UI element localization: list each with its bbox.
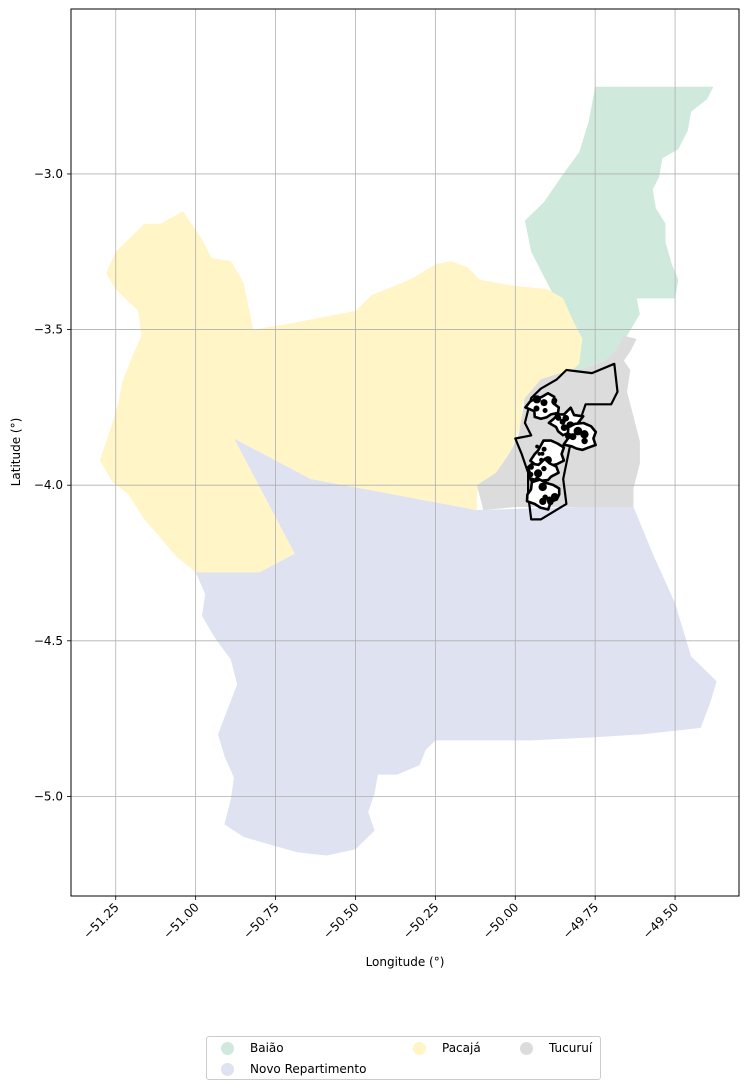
legend-item-baiao: Baião (221, 1041, 284, 1055)
patch-fragment (529, 465, 534, 470)
x-tick-label: −49.50 (640, 900, 681, 941)
legend-swatch-baiao (221, 1042, 234, 1055)
x-axis-label: Longitude (°) (366, 955, 445, 969)
legend: Baião Novo Repartimento Pacajá Tucuruí (206, 1036, 601, 1080)
patch-fragment (581, 438, 587, 444)
legend-label-baiao: Baião (250, 1041, 284, 1055)
x-tick-label: −50.75 (240, 900, 281, 941)
patch-fragment (528, 472, 534, 478)
patch-fragment (535, 445, 539, 449)
legend-item-novo-repartimento: Novo Repartimento (221, 1062, 366, 1076)
patch-fragment (543, 408, 548, 413)
legend-label-pacaja: Pacajá (442, 1041, 481, 1055)
y-tick-label: −3.0 (34, 167, 63, 181)
patch-fragment (555, 412, 561, 418)
x-tick-label: −51.00 (161, 900, 202, 941)
y-axis-label: Latitude (°) (9, 418, 23, 487)
patch-fragment (565, 433, 572, 440)
legend-item-tucurui: Tucuruí (520, 1041, 592, 1055)
patch-fragment (540, 452, 544, 456)
patch-fragment (574, 427, 583, 436)
region-layer (100, 87, 717, 856)
x-tick-label: −51.25 (81, 900, 122, 941)
legend-swatch-tucurui (520, 1042, 533, 1055)
legend-label-tucurui: Tucuruí (549, 1041, 592, 1055)
patch-fragment (534, 406, 540, 412)
patch-fragment (533, 395, 541, 403)
patch-fragment (539, 483, 547, 491)
patch-fragment (546, 497, 552, 503)
patch-fragment (560, 419, 566, 425)
y-tick-label: −4.0 (34, 478, 63, 492)
x-tick-label: −50.00 (480, 900, 521, 941)
patch-fragment (534, 469, 542, 477)
y-tick-label: −3.5 (34, 323, 63, 337)
y-tick-label: −5.0 (34, 789, 63, 803)
patch-fragment (541, 466, 546, 471)
x-tick-label: −50.50 (320, 900, 361, 941)
legend-label-novo-repartimento: Novo Repartimento (250, 1062, 366, 1076)
legend-swatch-novo-repartimento (221, 1063, 234, 1076)
x-tick-label: −50.25 (400, 900, 441, 941)
legend-item-pacaja: Pacajá (413, 1041, 481, 1055)
y-tick-label: −4.5 (34, 634, 63, 648)
legend-swatch-pacaja (413, 1042, 426, 1055)
patch-fragment (542, 447, 547, 452)
patch-fragment (539, 498, 546, 505)
patch-fragment (551, 399, 557, 405)
patch-fragment (541, 399, 548, 406)
x-tick-label: −49.75 (560, 900, 601, 941)
